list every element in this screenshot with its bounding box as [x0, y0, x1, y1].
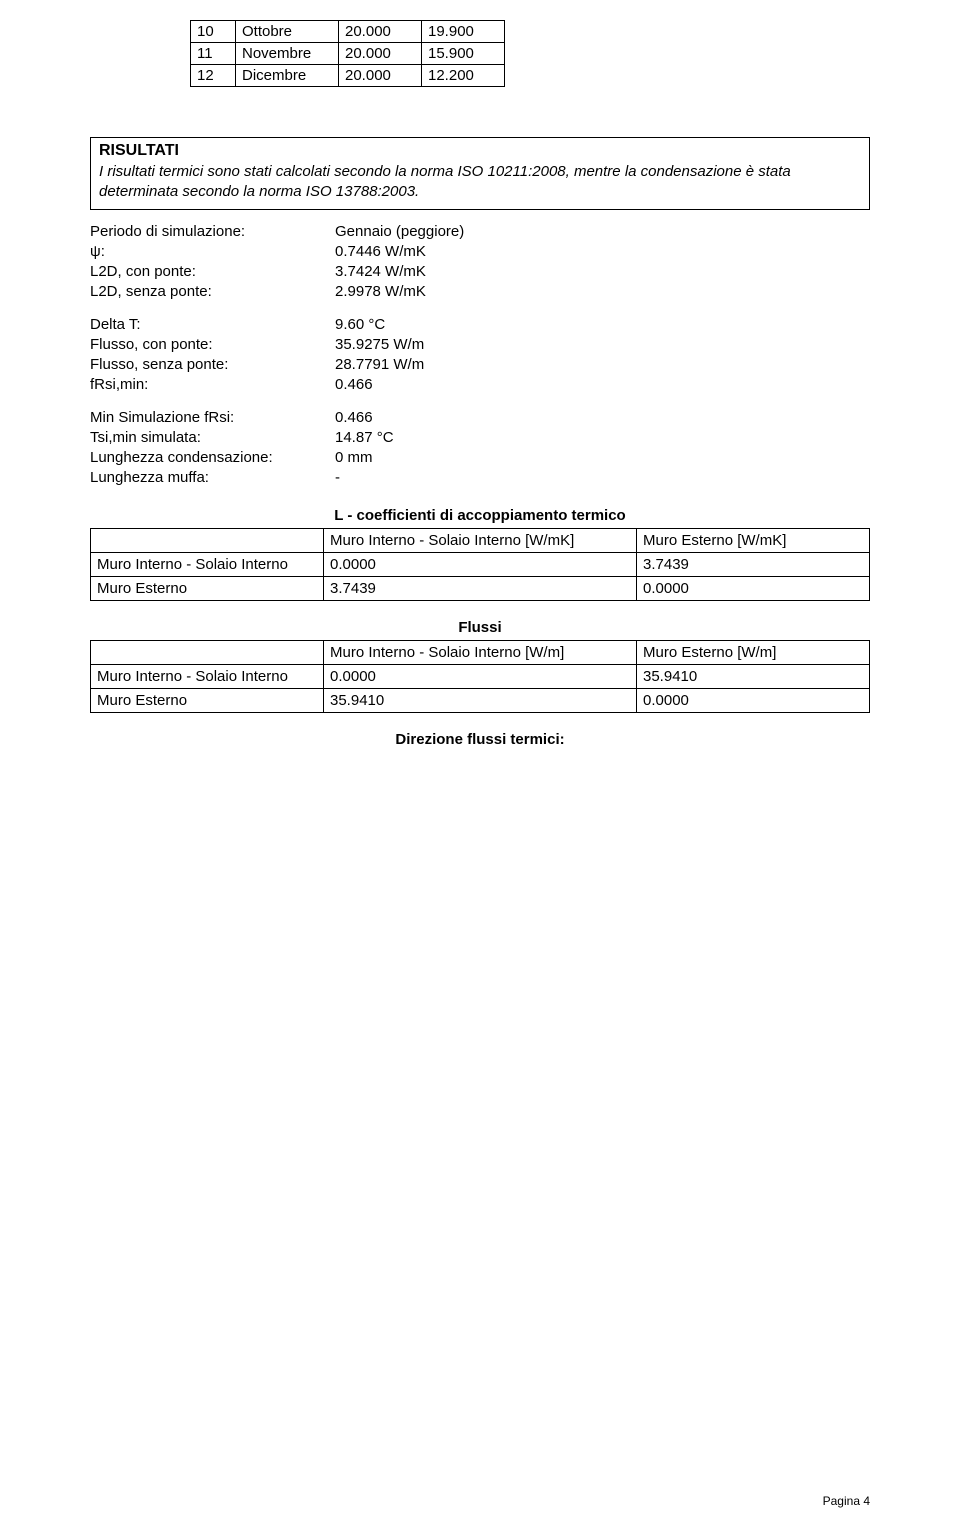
kv-row: Periodo di simulazione:Gennaio (peggiore… — [90, 222, 870, 242]
kv-row: Flusso, senza ponte:28.7791 W/m — [90, 355, 870, 375]
cell-n: 10 — [191, 21, 236, 43]
kv-val: 9.60 °C — [335, 315, 385, 335]
th: Muro Esterno [W/mK] — [637, 528, 870, 552]
table-row: 10 Ottobre 20.000 19.900 — [191, 21, 505, 43]
table-row: Muro Interno - Solaio Interno 0.0000 3.7… — [91, 552, 870, 576]
months-table: 10 Ottobre 20.000 19.900 11 Novembre 20.… — [190, 20, 505, 87]
direzione-title: Direzione flussi termici: — [90, 731, 870, 748]
table-row: Muro Interno - Solaio Interno 0.0000 35.… — [91, 664, 870, 688]
kv-row: Delta T:9.60 °C — [90, 315, 870, 335]
cell-n: 12 — [191, 65, 236, 87]
kv-key: Lunghezza muffa: — [90, 468, 335, 488]
kv-row: ψ:0.7446 W/mK — [90, 242, 870, 262]
th: Muro Interno - Solaio Interno [W/m] — [324, 640, 637, 664]
kv-key: Lunghezza condensazione: — [90, 448, 335, 468]
kv-row: Tsi,min simulata:14.87 °C — [90, 428, 870, 448]
kv-val: 0.466 — [335, 408, 373, 428]
kv-row: Flusso, con ponte:35.9275 W/m — [90, 335, 870, 355]
cell-month: Dicembre — [236, 65, 339, 87]
kv-key: fRsi,min: — [90, 375, 335, 395]
coeff-table: Muro Interno - Solaio Interno [W/mK] Mur… — [90, 528, 870, 601]
kv-val: 14.87 °C — [335, 428, 394, 448]
risultati-desc: I risultati termici sono stati calcolati… — [99, 162, 861, 203]
kv-val: - — [335, 468, 340, 488]
page-footer: Pagina 4 — [823, 1494, 870, 1508]
cell-month: Novembre — [236, 43, 339, 65]
kv-key: Delta T: — [90, 315, 335, 335]
td: Muro Interno - Solaio Interno — [91, 552, 324, 576]
th: Muro Esterno [W/m] — [637, 640, 870, 664]
table-row: 11 Novembre 20.000 15.900 — [191, 43, 505, 65]
flussi-table: Muro Interno - Solaio Interno [W/m] Muro… — [90, 640, 870, 713]
cell-v1: 20.000 — [339, 43, 422, 65]
td: 0.0000 — [637, 688, 870, 712]
kv-key: Flusso, con ponte: — [90, 335, 335, 355]
table-row: Muro Esterno 35.9410 0.0000 — [91, 688, 870, 712]
risultati-box: RISULTATI I risultati termici sono stati… — [90, 137, 870, 210]
kv-val: 3.7424 W/mK — [335, 262, 426, 282]
risultati-title: RISULTATI — [99, 142, 861, 160]
kv-row: Lunghezza condensazione:0 mm — [90, 448, 870, 468]
kv-val: Gennaio (peggiore) — [335, 222, 464, 242]
td: 0.0000 — [324, 664, 637, 688]
kv-key: Tsi,min simulata: — [90, 428, 335, 448]
table-row: Muro Esterno 3.7439 0.0000 — [91, 576, 870, 600]
kv-block-1: Periodo di simulazione:Gennaio (peggiore… — [90, 222, 870, 303]
kv-val: 0 mm — [335, 448, 373, 468]
th: Muro Interno - Solaio Interno [W/mK] — [324, 528, 637, 552]
td: 3.7439 — [324, 576, 637, 600]
cell-v1: 20.000 — [339, 65, 422, 87]
td: 0.0000 — [637, 576, 870, 600]
cell-v2: 12.200 — [422, 65, 505, 87]
kv-block-2: Delta T:9.60 °C Flusso, con ponte:35.927… — [90, 315, 870, 396]
td: 0.0000 — [324, 552, 637, 576]
kv-key: L2D, con ponte: — [90, 262, 335, 282]
page: 10 Ottobre 20.000 19.900 11 Novembre 20.… — [0, 0, 960, 1528]
cell-v2: 19.900 — [422, 21, 505, 43]
th — [91, 640, 324, 664]
kv-key: Min Simulazione fRsi: — [90, 408, 335, 428]
table-row: Muro Interno - Solaio Interno [W/m] Muro… — [91, 640, 870, 664]
flussi-title: Flussi — [90, 619, 870, 636]
kv-key: ψ: — [90, 242, 335, 262]
kv-val: 0.7446 W/mK — [335, 242, 426, 262]
kv-val: 0.466 — [335, 375, 373, 395]
kv-block-3: Min Simulazione fRsi:0.466 Tsi,min simul… — [90, 408, 870, 489]
cell-v2: 15.900 — [422, 43, 505, 65]
kv-row: Lunghezza muffa:- — [90, 468, 870, 488]
cell-month: Ottobre — [236, 21, 339, 43]
kv-row: Min Simulazione fRsi:0.466 — [90, 408, 870, 428]
kv-key: Flusso, senza ponte: — [90, 355, 335, 375]
td: 35.9410 — [637, 664, 870, 688]
coeff-title: L - coefficienti di accoppiamento termic… — [90, 507, 870, 524]
td: 3.7439 — [637, 552, 870, 576]
cell-v1: 20.000 — [339, 21, 422, 43]
td: Muro Esterno — [91, 688, 324, 712]
kv-key: Periodo di simulazione: — [90, 222, 335, 242]
table-row: 12 Dicembre 20.000 12.200 — [191, 65, 505, 87]
kv-val: 2.9978 W/mK — [335, 282, 426, 302]
kv-val: 28.7791 W/m — [335, 355, 424, 375]
kv-val: 35.9275 W/m — [335, 335, 424, 355]
table-row: Muro Interno - Solaio Interno [W/mK] Mur… — [91, 528, 870, 552]
kv-row: fRsi,min:0.466 — [90, 375, 870, 395]
td: Muro Esterno — [91, 576, 324, 600]
months-table-body: 10 Ottobre 20.000 19.900 11 Novembre 20.… — [191, 21, 505, 87]
th — [91, 528, 324, 552]
td: 35.9410 — [324, 688, 637, 712]
td: Muro Interno - Solaio Interno — [91, 664, 324, 688]
kv-row: L2D, senza ponte:2.9978 W/mK — [90, 282, 870, 302]
kv-row: L2D, con ponte:3.7424 W/mK — [90, 262, 870, 282]
cell-n: 11 — [191, 43, 236, 65]
kv-key: L2D, senza ponte: — [90, 282, 335, 302]
